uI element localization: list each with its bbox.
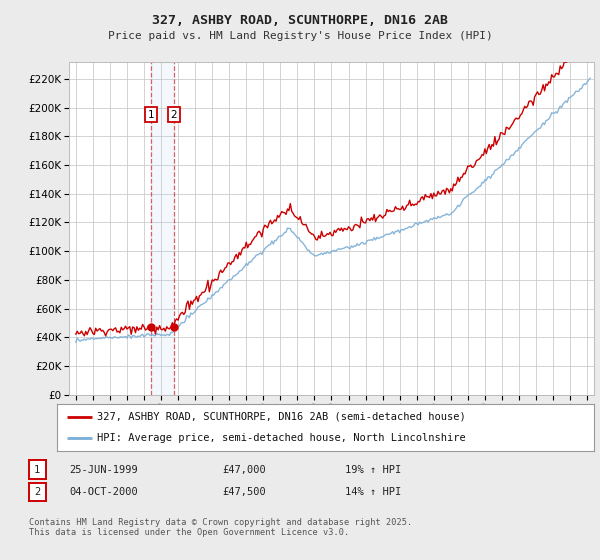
Text: 1: 1 xyxy=(148,110,154,120)
Text: £47,000: £47,000 xyxy=(222,465,266,475)
Text: 2: 2 xyxy=(170,110,177,120)
Text: Contains HM Land Registry data © Crown copyright and database right 2025.
This d: Contains HM Land Registry data © Crown c… xyxy=(29,518,412,538)
Text: HPI: Average price, semi-detached house, North Lincolnshire: HPI: Average price, semi-detached house,… xyxy=(97,433,466,444)
Text: Price paid vs. HM Land Registry's House Price Index (HPI): Price paid vs. HM Land Registry's House … xyxy=(107,31,493,41)
Text: 2: 2 xyxy=(34,487,40,497)
Text: 327, ASHBY ROAD, SCUNTHORPE, DN16 2AB (semi-detached house): 327, ASHBY ROAD, SCUNTHORPE, DN16 2AB (s… xyxy=(97,412,466,422)
Text: 14% ↑ HPI: 14% ↑ HPI xyxy=(345,487,401,497)
Text: 04-OCT-2000: 04-OCT-2000 xyxy=(69,487,138,497)
Text: 25-JUN-1999: 25-JUN-1999 xyxy=(69,465,138,475)
Text: 19% ↑ HPI: 19% ↑ HPI xyxy=(345,465,401,475)
Text: £47,500: £47,500 xyxy=(222,487,266,497)
Text: 327, ASHBY ROAD, SCUNTHORPE, DN16 2AB: 327, ASHBY ROAD, SCUNTHORPE, DN16 2AB xyxy=(152,14,448,27)
Text: 1: 1 xyxy=(34,465,40,474)
Bar xyxy=(151,62,174,395)
